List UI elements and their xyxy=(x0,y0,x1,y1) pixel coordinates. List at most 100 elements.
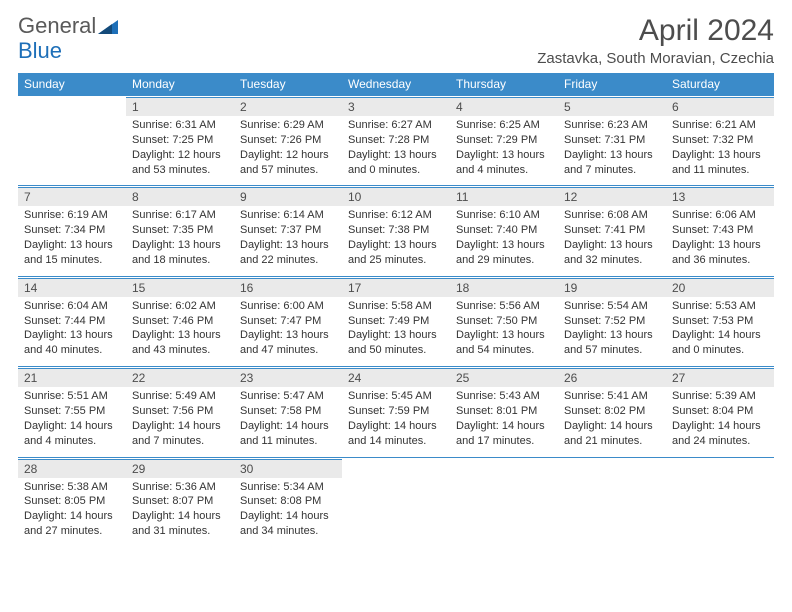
logo-text-block: General Blue xyxy=(18,16,118,61)
daylight-text: Daylight: 14 hours and 11 minutes. xyxy=(240,419,336,449)
sunrise-text: Sunrise: 6:17 AM xyxy=(132,208,228,223)
daylight-text: Daylight: 14 hours and 4 minutes. xyxy=(24,419,120,449)
daylight-text: Daylight: 13 hours and 32 minutes. xyxy=(564,238,660,268)
calendar-cell: 13Sunrise: 6:06 AMSunset: 7:43 PMDayligh… xyxy=(666,186,774,276)
calendar-cell: 15Sunrise: 6:02 AMSunset: 7:46 PMDayligh… xyxy=(126,276,234,366)
daylight-text: Daylight: 14 hours and 14 minutes. xyxy=(348,419,444,449)
calendar-cell: 9Sunrise: 6:14 AMSunset: 7:37 PMDaylight… xyxy=(234,186,342,276)
calendar-cell: 26 Sunrise: 5:41 AMSunset: 8:02 PMDayligh… xyxy=(558,367,666,457)
calendar-row: 1 Sunrise: 6:31 AMSunset: 7:25 PM Daylight… xyxy=(18,96,774,186)
day-info: Sunrise: 5:34 AMSunset: 8:08 PMDaylight:… xyxy=(240,480,336,539)
calendar-cell: 12 Sunrise: 6:08 AMSunset: 7:41 PMDayligh… xyxy=(558,186,666,276)
daylight-text: Daylight: 14 hours and 27 minutes. xyxy=(24,509,120,539)
sunrise-text: Sunrise: 6:08 AM xyxy=(564,208,660,223)
sunset-text: Sunset: 7:25 PM xyxy=(132,133,228,148)
day-header: Wednesday xyxy=(342,73,450,96)
day-number: 12 xyxy=(558,187,666,206)
sunset-text: Sunset: 7:28 PM xyxy=(348,133,444,148)
day-header: Monday xyxy=(126,73,234,96)
sunset-text: Sunset: 7:32 PM xyxy=(672,133,768,148)
sunset-text: Sunset: 8:02 PM xyxy=(564,404,660,419)
sunrise-text: Sunrise: 5:58 AM xyxy=(348,299,444,314)
daylight-text: Daylight: 13 hours and 4 minutes. xyxy=(456,148,552,178)
sunrise-text: Sunrise: 5:49 AM xyxy=(132,389,228,404)
sunset-text: Sunset: 7:50 PM xyxy=(456,314,552,329)
day-number: 2 xyxy=(234,97,342,116)
calendar-cell: 30 Sunrise: 5:34 AMSunset: 8:08 PMDayligh… xyxy=(234,457,342,547)
daylight-text: Daylight: 13 hours and 7 minutes. xyxy=(564,148,660,178)
day-info: Sunrise: 5:51 AMSunset: 7:55 PMDaylight:… xyxy=(24,389,120,448)
day-number: 18 xyxy=(450,278,558,297)
sunrise-text: Sunrise: 5:39 AM xyxy=(672,389,768,404)
daylight-text: Daylight: 13 hours and 0 minutes. xyxy=(348,148,444,178)
calendar-cell: 18Sunrise: 5:56 AMSunset: 7:50 PMDayligh… xyxy=(450,276,558,366)
day-header: Saturday xyxy=(666,73,774,96)
calendar-table: Sunday Monday Tuesday Wednesday Thursday… xyxy=(18,73,774,547)
calendar-cell xyxy=(342,457,450,547)
calendar-cell xyxy=(666,457,774,547)
day-number: 23 xyxy=(234,368,342,387)
sunrise-text: Sunrise: 5:43 AM xyxy=(456,389,552,404)
sunset-text: Sunset: 7:38 PM xyxy=(348,223,444,238)
calendar-cell: 29Sunrise: 5:36 AMSunset: 8:07 PMDayligh… xyxy=(126,457,234,547)
calendar-cell: 6Sunrise: 6:21 AMSunset: 7:32 PMDaylight… xyxy=(666,96,774,186)
day-number: 1 xyxy=(126,97,234,116)
calendar-cell: 11Sunrise: 6:10 AMSunset: 7:40 PMDayligh… xyxy=(450,186,558,276)
day-number: 25 xyxy=(450,368,558,387)
sunrise-text: Sunrise: 5:53 AM xyxy=(672,299,768,314)
day-info: Sunrise: 5:41 AMSunset: 8:02 PMDaylight:… xyxy=(564,389,660,448)
calendar-cell: 2Sunrise: 6:29 AMSunset: 7:26 PMDaylight… xyxy=(234,96,342,186)
day-number: 11 xyxy=(450,187,558,206)
sunset-text: Sunset: 7:29 PM xyxy=(456,133,552,148)
sunrise-text: Sunrise: 5:36 AM xyxy=(132,480,228,495)
sunrise-text: Sunrise: 6:21 AM xyxy=(672,118,768,133)
day-number: 24 xyxy=(342,368,450,387)
sunrise-text: Sunrise: 5:41 AM xyxy=(564,389,660,404)
day-number: 30 xyxy=(234,459,342,478)
sunset-text: Sunset: 7:52 PM xyxy=(564,314,660,329)
sunset-text: Sunset: 8:08 PM xyxy=(240,494,336,509)
sunrise-text: Sunrise: 6:27 AM xyxy=(348,118,444,133)
daylight-text: Daylight: 14 hours and 17 minutes. xyxy=(456,419,552,449)
sunrise-text: Sunrise: 6:25 AM xyxy=(456,118,552,133)
calendar-cell: 25 Sunrise: 5:43 AMSunset: 8:01 PMDayligh… xyxy=(450,367,558,457)
day-info: Sunrise: 6:23 AMSunset: 7:31 PMDaylight:… xyxy=(564,118,660,177)
calendar-cell: 17Sunrise: 5:58 AMSunset: 7:49 PMDayligh… xyxy=(342,276,450,366)
daylight-text: Daylight: 14 hours and 21 minutes. xyxy=(564,419,660,449)
day-info: Sunrise: 5:45 AMSunset: 7:59 PMDaylight:… xyxy=(348,389,444,448)
sunrise-text: Sunrise: 6:00 AM xyxy=(240,299,336,314)
sunset-text: Sunset: 7:43 PM xyxy=(672,223,768,238)
calendar-row: 21Sunrise: 5:51 AMSunset: 7:55 PMDayligh… xyxy=(18,367,774,457)
sunset-text: Sunset: 7:58 PM xyxy=(240,404,336,419)
day-header-row: Sunday Monday Tuesday Wednesday Thursday… xyxy=(18,73,774,96)
calendar-cell: 19Sunrise: 5:54 AMSunset: 7:52 PMDayligh… xyxy=(558,276,666,366)
daylight-text: Daylight: 14 hours and 7 minutes. xyxy=(132,419,228,449)
sunrise-text: Sunrise: 6:14 AM xyxy=(240,208,336,223)
sunrise-text: Sunrise: 6:06 AM xyxy=(672,208,768,223)
sunrise-text: Sunrise: 5:45 AM xyxy=(348,389,444,404)
sunset-text: Sunset: 7:46 PM xyxy=(132,314,228,329)
calendar-body: 1 Sunrise: 6:31 AMSunset: 7:25 PM Daylight… xyxy=(18,96,774,547)
calendar-cell: 3Sunrise: 6:27 AMSunset: 7:28 PMDaylight… xyxy=(342,96,450,186)
sunrise-text: Sunrise: 6:10 AM xyxy=(456,208,552,223)
daylight-text: Daylight: 13 hours and 54 minutes. xyxy=(456,328,552,358)
sunset-text: Sunset: 8:01 PM xyxy=(456,404,552,419)
day-number: 5 xyxy=(558,97,666,116)
sunset-text: Sunset: 7:40 PM xyxy=(456,223,552,238)
day-info: Sunrise: 6:06 AMSunset: 7:43 PMDaylight:… xyxy=(672,208,768,267)
sunset-text: Sunset: 7:31 PM xyxy=(564,133,660,148)
day-info: Sunrise: 6:08 AMSunset: 7:41 PMDaylight:… xyxy=(564,208,660,267)
day-number: 26 xyxy=(558,368,666,387)
calendar-cell: 7Sunrise: 6:19 AMSunset: 7:34 PMDaylight… xyxy=(18,186,126,276)
sunset-text: Sunset: 7:37 PM xyxy=(240,223,336,238)
calendar-cell: 28Sunrise: 5:38 AMSunset: 8:05 PMDayligh… xyxy=(18,457,126,547)
sunset-text: Sunset: 8:07 PM xyxy=(132,494,228,509)
day-info: Sunrise: 6:04 AMSunset: 7:44 PMDaylight:… xyxy=(24,299,120,358)
calendar-cell: 22Sunrise: 5:49 AMSunset: 7:56 PMDayligh… xyxy=(126,367,234,457)
daylight-text: Daylight: 14 hours and 31 minutes. xyxy=(132,509,228,539)
calendar-cell: 4Sunrise: 6:25 AMSunset: 7:29 PMDaylight… xyxy=(450,96,558,186)
sunset-text: Sunset: 7:49 PM xyxy=(348,314,444,329)
sunrise-text: Sunrise: 6:31 AM xyxy=(132,118,228,133)
day-info: Sunrise: 5:47 AMSunset: 7:58 PMDaylight:… xyxy=(240,389,336,448)
day-number: 10 xyxy=(342,187,450,206)
